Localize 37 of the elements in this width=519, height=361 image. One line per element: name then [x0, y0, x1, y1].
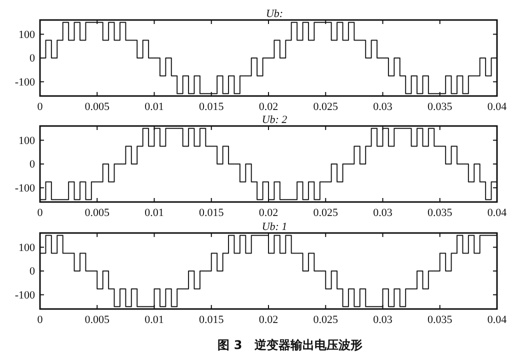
x-tick-label: 0.025: [313, 314, 338, 326]
x-tick-label: 0.01: [144, 314, 164, 326]
chart-title: Ub:: [266, 8, 284, 20]
x-tick-label: 0.02: [258, 206, 278, 219]
chart-title: Ub: 1: [262, 221, 288, 233]
y-tick-label: 100: [18, 134, 36, 147]
caption: 图 3 逆变器输出电压波形: [218, 338, 362, 352]
x-tick-label: 0.005: [84, 100, 110, 113]
x-tick-label: 0.03: [373, 206, 393, 219]
x-tick-label: 0.005: [84, 206, 110, 219]
x-tick-label: 0.04: [487, 314, 508, 326]
y-tick-label: 100: [18, 242, 36, 254]
y-tick-label: 0: [30, 52, 36, 65]
x-tick-label: 0.04: [487, 206, 508, 219]
x-tick-label: 0.025: [313, 100, 338, 113]
y-tick-label: -100: [14, 182, 36, 194]
x-tick-label: 0.01: [144, 100, 164, 113]
x-tick-label: 0.03: [373, 314, 393, 326]
x-tick-label: 0.035: [428, 100, 453, 113]
y-tick-label: 100: [18, 28, 36, 41]
x-tick-label: 0.02: [258, 314, 278, 326]
x-tick-label: 0.02: [258, 100, 278, 113]
chart-title: Ub: 2: [262, 114, 288, 126]
x-tick-label: 0.015: [199, 100, 224, 113]
x-tick-label: 0.035: [428, 206, 453, 219]
x-tick-label: 0.035: [428, 314, 453, 326]
x-tick-label: 0.01: [144, 206, 164, 219]
x-tick-label: 0.03: [373, 100, 393, 113]
x-tick-label: 0.015: [199, 206, 224, 219]
y-tick-label: -100: [14, 76, 36, 88]
y-tick-label: -100: [14, 289, 36, 302]
x-tick-label: 0.005: [84, 314, 110, 326]
y-tick-label: 0: [30, 266, 36, 278]
y-tick-label: 0: [30, 158, 36, 171]
x-tick-label: 0.04: [487, 100, 508, 113]
x-tick-label: 0.025: [313, 206, 338, 219]
x-tick-label: 0.015: [199, 314, 224, 326]
